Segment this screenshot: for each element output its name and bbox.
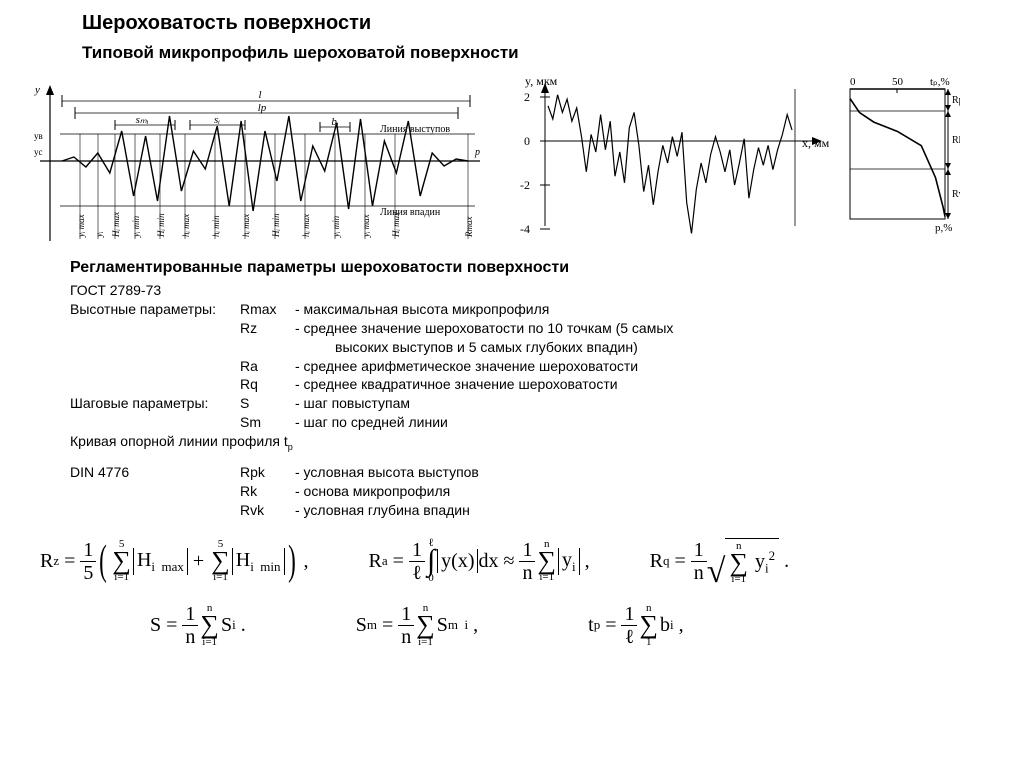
svg-text:0: 0 — [524, 134, 530, 148]
d3-Rk: Rk — [952, 135, 960, 146]
d1-ylabel: y — [34, 84, 40, 96]
d2-ylabel: y, мкм — [525, 74, 558, 88]
desc-Rvk: - условная глубина впадин — [295, 501, 1004, 520]
formula-area: Rz = 15 ( 5∑i=1 Hi max + 5∑i=1 Hi min ) … — [70, 538, 1004, 648]
svg-text:2: 2 — [524, 90, 530, 104]
desc-Ra: - среднее арифметическое значение шерохо… — [295, 357, 1004, 376]
desc-Rk: - основа микропрофиля — [295, 482, 1004, 501]
d1-lp: lp — [258, 102, 267, 114]
parameter-list: ГОСТ 2789-73 Высотные параметры: Rmax - … — [70, 281, 1004, 520]
svg-text:-4: -4 — [520, 222, 530, 236]
formula-tp: tp = 1ℓ n∑1 bi , — [588, 603, 684, 648]
formula-S: S = 1n n∑i=1 Si . — [150, 603, 246, 648]
desc-Rpk: - условная высота выступов — [295, 463, 1004, 482]
d1-himax3: hᵢ max — [301, 214, 311, 237]
d3-tp: tₚ,% — [930, 76, 950, 88]
sym-Sm: Sm — [240, 413, 295, 432]
diagram-annotated-profile: y l lp sₘᵢ sᵢ — [20, 71, 490, 251]
sym-Rq: Rq — [240, 375, 295, 394]
d1-Rmax: Rmax — [464, 217, 474, 239]
d1-line-top: Линия выступов — [380, 124, 450, 135]
d1-himax2: hᵢ max — [241, 214, 251, 237]
sym-Rz: Rz — [240, 319, 295, 338]
group-height: Высотные параметры: — [70, 300, 240, 319]
regulated-heading: Регламентированные параметры шероховатос… — [70, 259, 1004, 277]
desc-S: - шаг повыступам — [295, 394, 1004, 413]
din-label: DIN 4776 — [70, 463, 240, 482]
sym-Rpk: Rpk — [240, 463, 295, 482]
desc-Sm: - шаг по средней линии — [295, 413, 1004, 432]
page-root: Шероховатость поверхности Типовой микроп… — [0, 0, 1024, 768]
sym-S: S — [240, 394, 295, 413]
d1-himin: hᵢ min — [211, 215, 221, 237]
sym-Rmax: Rmax — [240, 300, 295, 319]
gost-label: ГОСТ 2789-73 — [70, 281, 240, 300]
d1-smi: sₘᵢ — [136, 114, 149, 126]
group-step: Шаговые параметры: — [70, 394, 240, 413]
d1-yimax2: yᵢ max — [361, 214, 371, 238]
d1-yc: yс — [34, 147, 43, 157]
d1-yimax: yᵢ max — [76, 214, 86, 238]
d1-line-bot: Линия впадин — [380, 207, 441, 218]
d3-Rvk: Rvk — [952, 189, 960, 200]
d1-Himin2: Hᵢ min — [271, 213, 281, 238]
desc-Rz: - среднее значение шероховатости по 10 т… — [295, 319, 1004, 338]
d1-l: l — [258, 89, 261, 101]
diagram-bearing-curve: 0 50 tₚ,% p,% Rpk Rk — [840, 71, 960, 241]
d1-himax: hᵢ max — [181, 214, 191, 237]
formula-Rz: Rz = 15 ( 5∑i=1 Hi max + 5∑i=1 Hi min ) … — [40, 538, 309, 585]
d1-yimin: yᵢ min — [131, 215, 141, 238]
diagram-row: y l lp sₘᵢ sᵢ — [20, 71, 1004, 251]
sym-Ra: Ra — [240, 357, 295, 376]
d3-p: p,% — [935, 222, 952, 234]
d1-yimin2: yᵢ min — [331, 215, 341, 238]
formula-Sm: Sm = 1n n∑i=1 Sm i , — [356, 603, 478, 648]
page-subtitle: Типовой микропрофиль шероховатой поверхн… — [82, 43, 1004, 63]
formula-Rq: Rq = 1n √ n∑i=1 yi2 . — [650, 538, 789, 585]
d1-yi: yᵢ — [94, 231, 104, 238]
d3-fifty: 50 — [892, 76, 904, 88]
sym-Rk: Rk — [240, 482, 295, 501]
formula-Ra: Ra = 1ℓ ℓ∫0 y(x)dx ≈ 1n n∑i=1 yi , — [369, 538, 590, 585]
desc-Rz2: высоких выступов и 5 самых глубоких впад… — [295, 338, 1004, 357]
desc-Rq: - среднее квадратичное значение шерохова… — [295, 375, 1004, 394]
d1-ye: yв — [34, 131, 43, 141]
d1-si: sᵢ — [214, 114, 220, 126]
d1-p: p — [474, 147, 480, 158]
page-title: Шероховатость поверхности — [82, 12, 1004, 35]
d3-Rpk: Rpk — [952, 95, 960, 106]
sym-Rvk: Rvk — [240, 501, 295, 520]
bearing-curve-text: Кривая опорной линии профиля tp — [70, 432, 293, 453]
d1-Himax2: Hᵢ max — [391, 212, 401, 238]
d1-Himax: Hᵢ max — [111, 212, 121, 238]
diagram-profile-trace: y, мкм x, мм -4-202 — [500, 71, 830, 241]
svg-text:-2: -2 — [520, 178, 530, 192]
d3-zero: 0 — [850, 76, 856, 88]
d1-Himin: Hᵢ min — [156, 213, 166, 238]
desc-Rmax: - максимальная высота микропрофиля — [295, 300, 1004, 319]
